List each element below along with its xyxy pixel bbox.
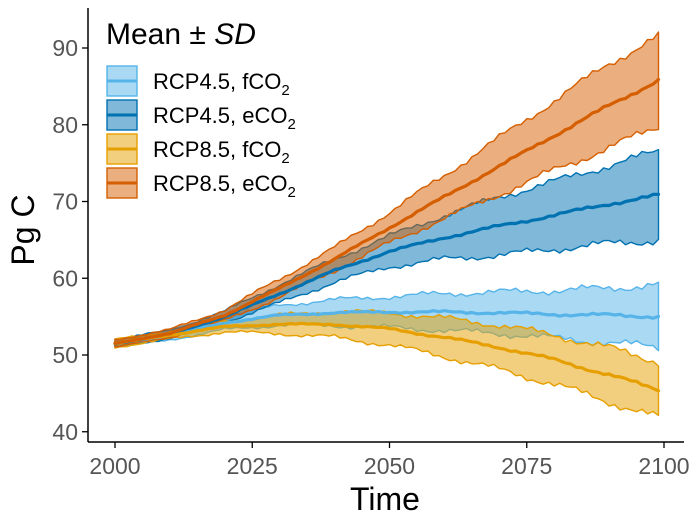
- x-tick-label: 2025: [227, 453, 278, 479]
- legend-label: RCP4.5, eCO2: [153, 103, 296, 133]
- mean-lines: [113, 77, 661, 393]
- legend-label-sub: 2: [281, 150, 289, 167]
- y-tick-label: 70: [52, 189, 78, 215]
- legend-label-main: RCP4.5, eCO: [153, 103, 288, 128]
- legend-label-sub: 2: [288, 116, 296, 133]
- legend-title-prefix: Mean ±: [106, 18, 214, 51]
- legend-label-main: RCP4.5, fCO: [153, 69, 281, 94]
- sd-bands: [114, 31, 660, 417]
- mean-line-4: [113, 77, 661, 345]
- x-tick-label: 2100: [638, 453, 689, 479]
- mean-line-1: [113, 309, 661, 345]
- legend-entry-3: RCP8.5, fCO2: [106, 133, 290, 167]
- y-tick-label: 80: [52, 112, 78, 138]
- x-ticks: 2000 2025 2050 2075 2100: [89, 442, 690, 479]
- legend-label: RCP8.5, eCO2: [153, 171, 296, 201]
- mean-line-2: [113, 192, 661, 346]
- legend-label: RCP4.5, fCO2: [153, 69, 290, 99]
- legend-label: RCP8.5, fCO2: [153, 137, 290, 167]
- y-axis-title: Pg C: [5, 194, 41, 265]
- legend-title: Mean ± SD: [106, 18, 256, 51]
- y-tick-label: 90: [52, 35, 78, 61]
- legend-entry-1: RCP4.5, fCO2: [106, 65, 290, 99]
- legend-entry-2: RCP4.5, eCO2: [106, 99, 296, 133]
- axes: [87, 8, 684, 443]
- y-ticks: 40 50 60 70 80 90: [52, 35, 88, 445]
- legend-label-main: RCP8.5, eCO: [153, 171, 288, 196]
- x-tick-label: 2000: [89, 453, 140, 479]
- y-tick-label: 50: [52, 342, 78, 368]
- legend-title-emph: SD: [214, 18, 256, 51]
- x-tick-label: 2050: [364, 453, 415, 479]
- legend-label-sub: 2: [281, 82, 289, 99]
- x-axis-title: Time: [350, 481, 420, 517]
- legend-label-sub: 2: [288, 184, 296, 201]
- x-tick-label: 2075: [501, 453, 552, 479]
- legend-entry-4: RCP8.5, eCO2: [106, 167, 296, 201]
- legend-label-main: RCP8.5, fCO: [153, 137, 281, 162]
- mean-line-3: [113, 321, 661, 393]
- y-tick-label: 40: [52, 419, 78, 445]
- y-tick-label: 60: [52, 265, 78, 291]
